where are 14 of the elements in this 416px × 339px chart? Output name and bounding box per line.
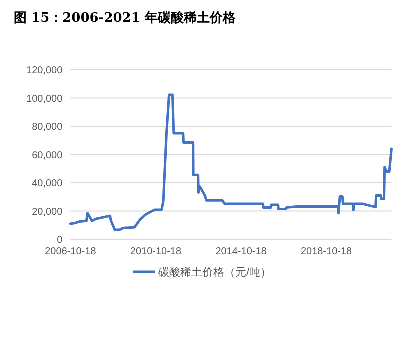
y-tick-label: 20,000: [32, 206, 64, 218]
y-tick-label: 40,000: [32, 178, 64, 190]
y-tick-label: 80,000: [32, 122, 64, 133]
y-tick-label: 100,000: [26, 94, 64, 105]
y-tick-label: 60,000: [32, 150, 64, 162]
x-tick-label: 2014-10-18: [216, 246, 268, 258]
x-tick-label: 2018-10-18: [300, 246, 353, 258]
x-tick-label: 2006-10-18: [45, 246, 97, 258]
chart-title: 图 15：2006-2021 年碳酸稀土价格: [14, 10, 237, 26]
y-tick-label: 120,000: [26, 66, 64, 76]
legend-label: 碳酸稀土价格（元/吨）: [158, 266, 272, 279]
y-tick-label: 0: [57, 235, 64, 246]
line-series: [69, 94, 393, 232]
x-tick-label: 2010-10-18: [130, 246, 182, 258]
